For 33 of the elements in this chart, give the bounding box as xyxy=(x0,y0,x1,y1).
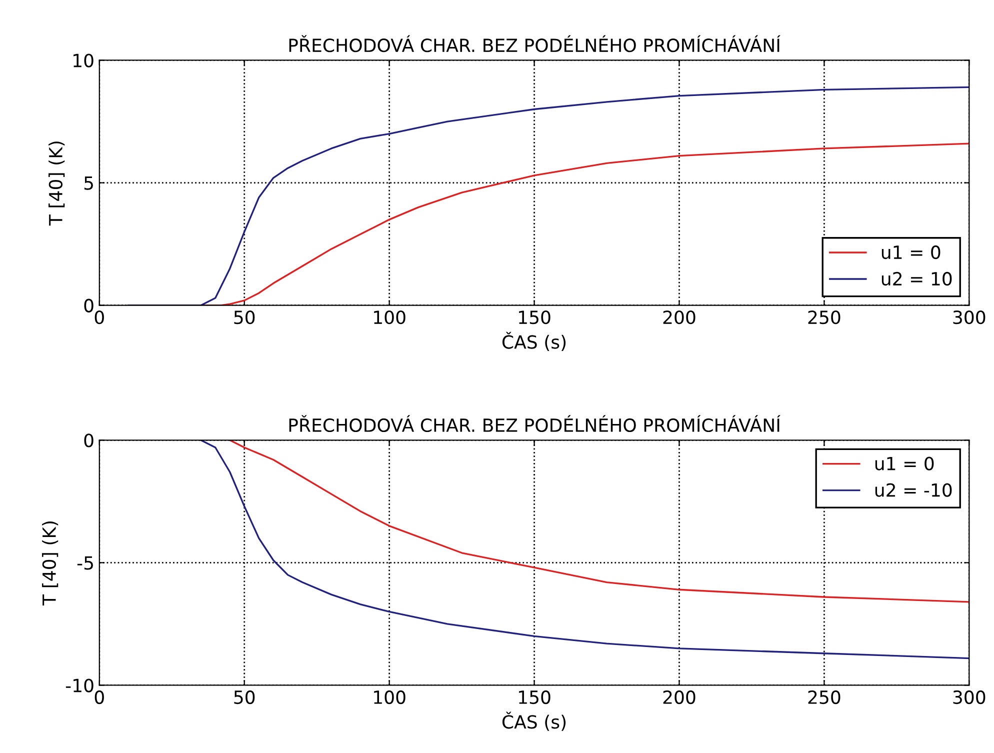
x-tick-label: 200 xyxy=(663,690,696,704)
legend-label: u1 = 0 xyxy=(875,456,934,470)
line-series xyxy=(128,86,970,306)
line-series xyxy=(200,440,970,660)
x-tick-label: 100 xyxy=(374,690,406,704)
x-tick-label: 300 xyxy=(953,690,986,704)
y-tick-label: -10 xyxy=(66,678,94,692)
line-series xyxy=(229,440,970,603)
x-tick-label: 100 xyxy=(374,310,406,324)
x-axis-title: ČAS (s) xyxy=(502,332,566,351)
x-tick-label: 200 xyxy=(663,310,696,324)
x-axis-title: ČAS (s) xyxy=(502,712,566,731)
x-tick-label: 150 xyxy=(519,690,550,704)
legend-label: u1 = 0 xyxy=(882,245,940,260)
x-tick-label: 50 xyxy=(234,310,255,324)
x-tick-label: 0 xyxy=(94,690,104,704)
y-tick-label: 0 xyxy=(84,298,94,312)
y-axis-title: T [40] (K) xyxy=(48,142,65,226)
legend-label: u2 = 10 xyxy=(882,272,952,286)
x-tick-label: 300 xyxy=(953,310,986,324)
x-tick-label: 250 xyxy=(808,310,840,324)
y-axis-title: T [40] (K) xyxy=(42,521,58,606)
legend-label: u2 = -10 xyxy=(875,483,952,497)
y-tick-label: 0 xyxy=(84,434,94,448)
x-tick-label: 250 xyxy=(808,690,840,704)
x-tick-label: 0 xyxy=(94,310,104,324)
y-tick-label: 5 xyxy=(84,176,93,190)
x-tick-label: 50 xyxy=(234,690,255,704)
y-tick-label: 10 xyxy=(74,54,94,68)
chart-title: PŘECHODOVÁ CHAR. BEZ PODÉLNÉHO PROMÍCHÁVÁNÍ xyxy=(289,35,780,52)
y-tick-label: -5 xyxy=(77,556,93,570)
chart-title: PŘECHODOVÁ CHAR. BEZ PODÉLNÉHO PROMÍCHÁVÁNÍ xyxy=(289,415,780,432)
x-tick-label: 150 xyxy=(519,310,550,324)
